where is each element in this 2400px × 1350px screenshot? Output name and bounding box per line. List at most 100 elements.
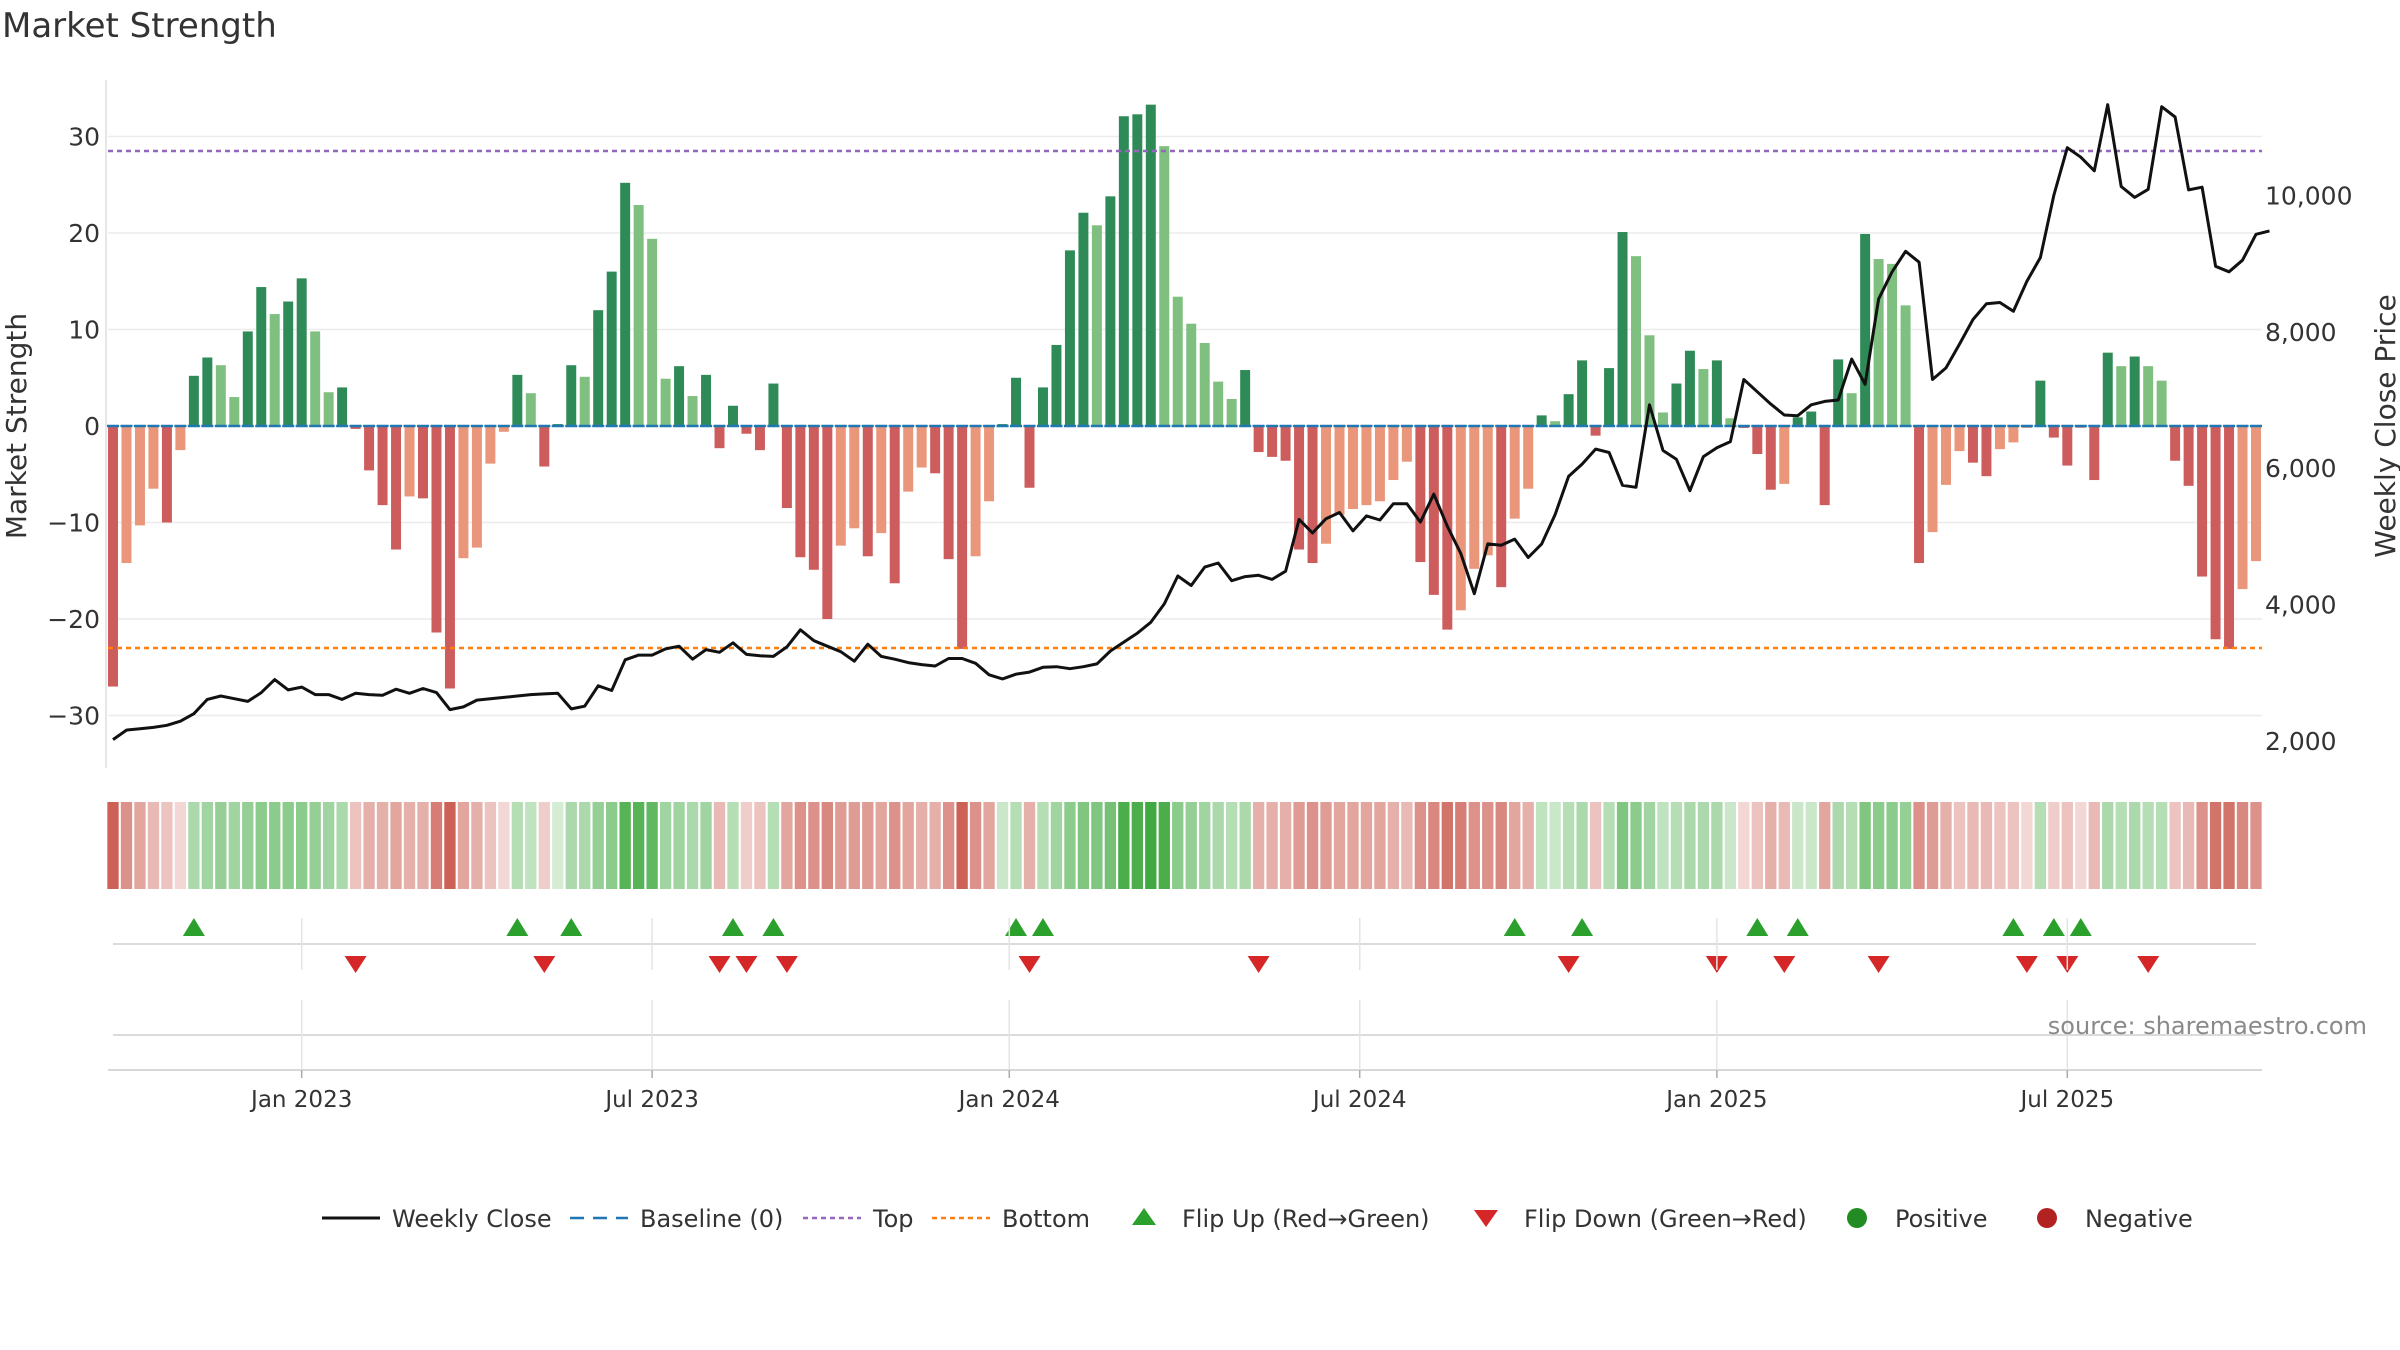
strength-bar [2183,426,2194,486]
strength-bar [1941,426,1951,485]
strength-bar [1159,146,1170,426]
color-cell [2061,802,2073,889]
color-cell [269,802,281,889]
color-cell [875,802,887,889]
color-cell [255,802,267,889]
color-cell [1387,802,1400,889]
color-cell [2102,802,2114,889]
color-cell [376,802,389,889]
strength-bar [121,426,132,564]
color-cell [1374,802,1386,889]
strength-bar [1617,232,1628,426]
strength-bar [256,287,267,426]
color-cell [552,802,564,889]
strength-bar [215,365,226,426]
strength-bar [1860,233,1871,426]
color-cell [606,802,618,889]
strength-bar [296,278,307,426]
source-note: source: sharemaestro.com [2048,1012,2367,1040]
color-cell [1495,802,1507,889]
color-cell [1616,802,1629,889]
strength-bar [1172,296,1183,426]
color-cell [430,802,443,889]
x-tick-label: Jul 2024 [1311,1087,1407,1113]
color-cell [1940,802,1952,889]
strength-bar [1267,426,1278,457]
color-cell [444,802,456,889]
strength-bar [1873,259,1884,426]
price-tick-label: 10,000 [2265,181,2352,210]
color-cell [848,802,860,889]
color-cell [1037,802,1049,889]
strength-bar [781,426,792,509]
color-cell [1562,802,1575,889]
color-cell [1751,802,1763,889]
strength-bar [566,365,577,426]
x-tick-label: Jan 2023 [249,1087,352,1113]
color-cell [686,802,699,889]
color-cell [1576,802,1588,889]
color-cell [1872,802,1885,889]
strength-bar [1954,426,1965,452]
color-cell [390,802,402,889]
color-cell [1899,802,1912,889]
color-cell [1630,802,1642,889]
color-cell [727,802,739,889]
strength-bar [2048,426,2059,438]
strength-bar [310,331,321,426]
strength-bar [674,366,685,426]
weekly-close-line [112,103,2270,741]
strength-bar [970,426,981,557]
strength-bar [1294,426,1305,550]
strength-bar [404,426,415,497]
strength-bar [1361,426,1372,506]
color-cell [1145,802,1157,889]
color-cell [1118,802,1130,889]
reference-lines [108,149,2262,650]
strength-bar [1752,426,1763,454]
color-cell [619,802,631,889]
color-cell [2007,802,2020,889]
color-cell [1738,802,1750,889]
color-cell [1226,802,1238,889]
strength-bar [633,205,644,426]
strength-bar [754,426,765,451]
color-cell [2088,802,2100,889]
strength-bar [134,426,145,526]
color-cell [2196,802,2208,889]
strength-bar [1981,426,1992,477]
color-cell [282,802,294,889]
flip-down-marker [735,956,758,973]
legend-item-baseline: Baseline (0) [570,1205,783,1233]
strength-bar [350,426,361,429]
legend-item-close: Weekly Close [322,1205,552,1233]
strength-bar [1604,368,1615,426]
strength-bar [242,331,253,426]
color-cell [1455,802,1467,889]
color-cell [1845,802,1858,889]
strength-bar [1118,116,1129,427]
color-cell [1643,802,1656,889]
flip-down-marker [1018,956,1041,973]
color-cell [1792,802,1804,889]
strength-bar [161,426,172,523]
strength-bar [471,426,482,548]
flip-down-marker [344,956,367,973]
strength-bar [2102,352,2113,426]
strength-bars [107,104,2262,689]
strength-bar [1064,250,1075,426]
color-cell [1010,802,1022,889]
legend-item-positive: Positive [1847,1205,1988,1233]
color-cell [579,802,591,889]
strength-bar [1563,394,1574,426]
color-cell [2115,802,2127,889]
color-cell [228,802,240,889]
strength-bar [620,182,631,426]
strength-bar [1496,426,1507,588]
flip-up-marker [762,918,785,936]
color-cell [659,802,672,889]
color-cell [1657,802,1669,889]
strength-bar [862,426,873,557]
color-cell [1482,802,1494,889]
legend-label: Positive [1895,1205,1988,1233]
